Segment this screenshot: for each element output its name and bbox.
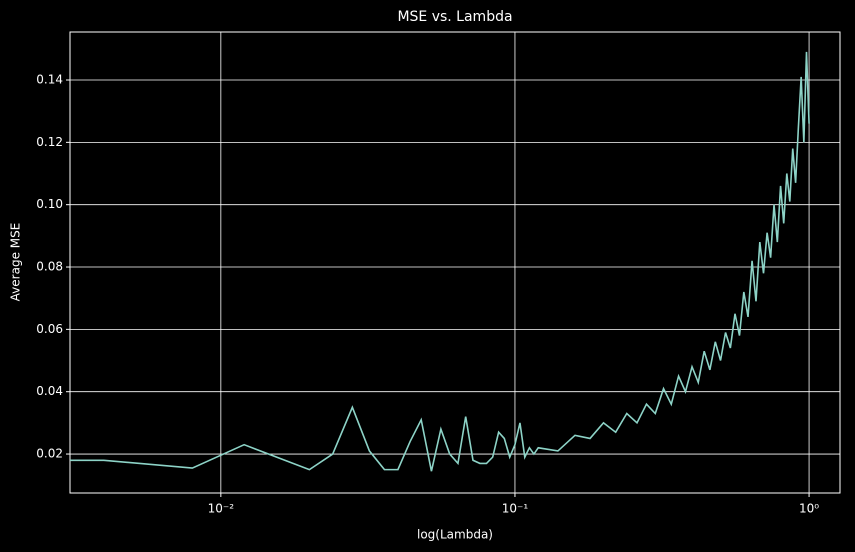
chart-title: MSE vs. Lambda	[397, 9, 512, 25]
y-tick-label: 0.10	[36, 197, 63, 211]
x-axis-label: log(Lambda)	[417, 528, 493, 542]
y-tick-label: 0.04	[36, 384, 63, 398]
y-tick-label: 0.08	[36, 260, 63, 274]
x-tick-label: 10⁰	[799, 502, 819, 516]
y-tick-label: 0.06	[36, 322, 63, 336]
y-tick-label: 0.14	[36, 73, 63, 87]
x-tick-label: 10⁻²	[208, 502, 235, 516]
data-line	[70, 51, 810, 472]
y-tick-label: 0.12	[36, 135, 63, 149]
x-tick-label: 10⁻¹	[502, 502, 529, 516]
plot-frame	[69, 31, 841, 494]
y-axis-label: Average MSE	[9, 223, 23, 302]
y-tick-label: 0.02	[36, 447, 63, 461]
